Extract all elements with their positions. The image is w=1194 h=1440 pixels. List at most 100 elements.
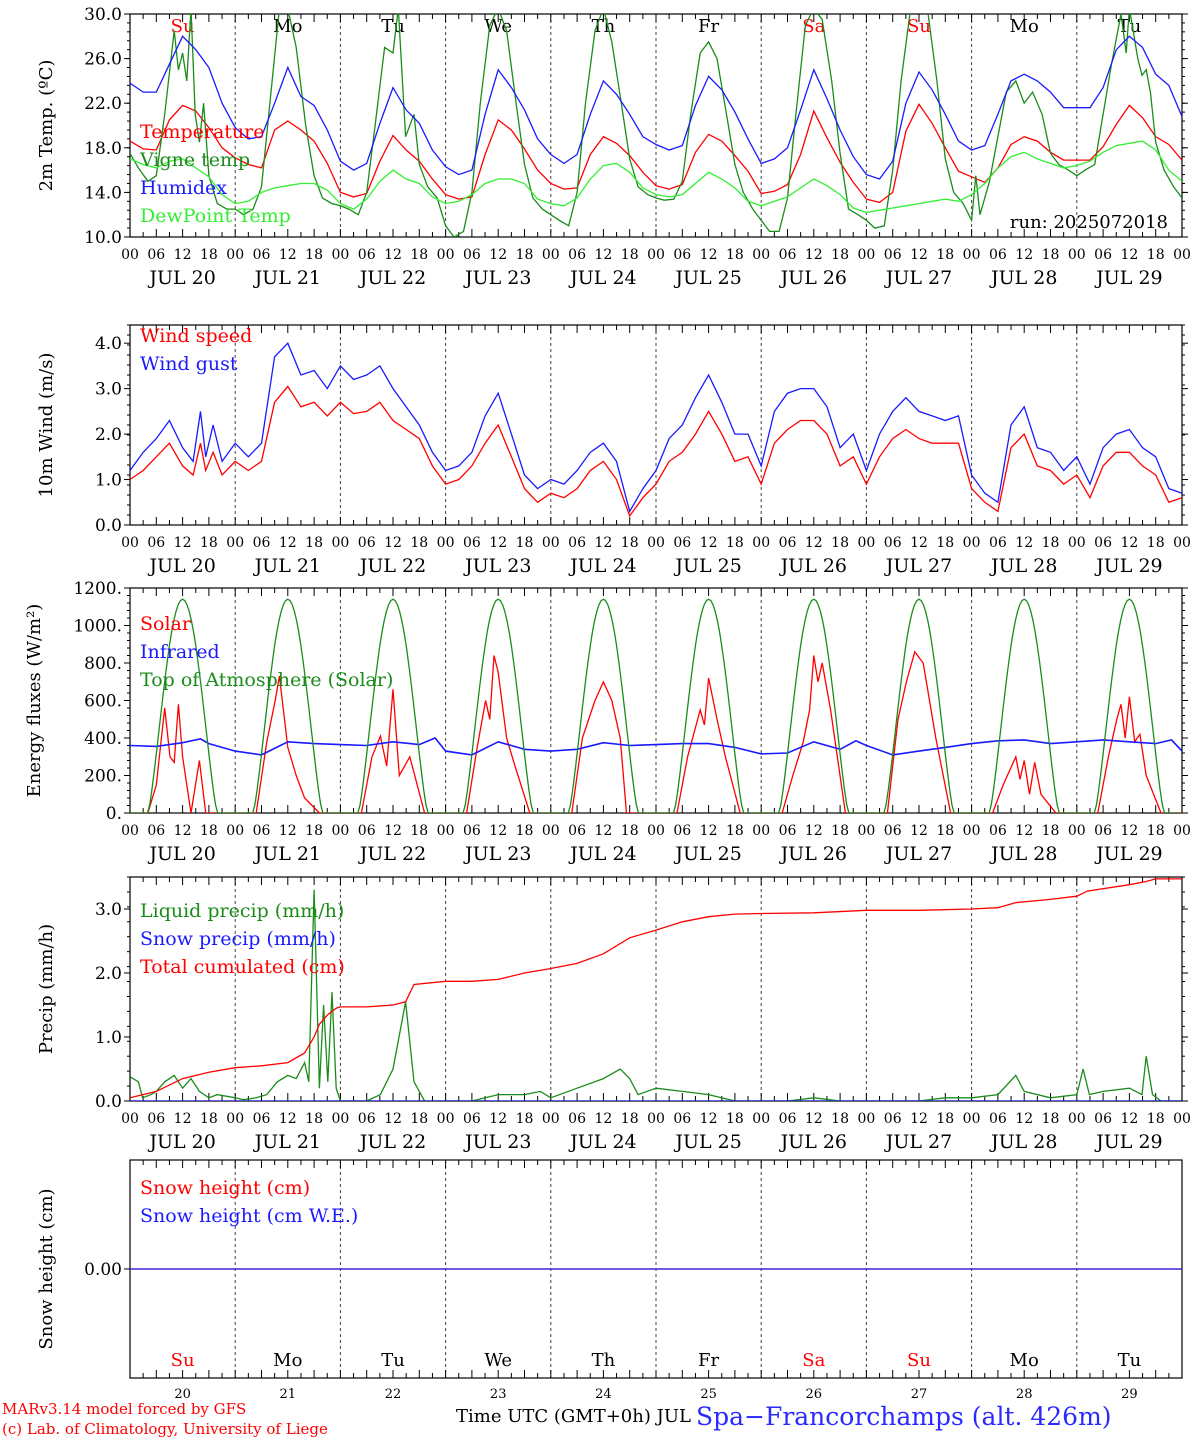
- x-hour-label: 00: [1068, 1111, 1086, 1127]
- x-hour-label: 00: [542, 247, 560, 263]
- day-number: 21: [280, 1387, 297, 1400]
- x-hour-label: 18: [1042, 247, 1060, 263]
- x-hour-label: 00: [542, 1111, 560, 1127]
- day-number: 28: [1016, 1387, 1033, 1400]
- x-date-label: JUL 24: [568, 843, 636, 865]
- x-hour-label: 00: [226, 1111, 244, 1127]
- series-line: [130, 35, 1182, 180]
- x-date-label: JUL 20: [147, 1131, 215, 1153]
- x-axis-title-text: Time UTC (GMT+0h): [456, 1406, 651, 1427]
- x-hour-label: 18: [831, 535, 849, 551]
- y-tick-label: 600.: [84, 692, 122, 712]
- y-tick-label: 1.0: [95, 471, 122, 491]
- x-hour-label: 00: [331, 1111, 349, 1127]
- x-hour-label: 18: [831, 1111, 849, 1127]
- x-hour-label: 00: [331, 247, 349, 263]
- plot-frame-1: [129, 13, 1183, 238]
- x-hour-label: 06: [884, 247, 902, 263]
- x-hour-label: 00: [857, 1111, 875, 1127]
- x-hour-label: 12: [700, 247, 718, 263]
- x-hour-label: 00: [121, 823, 139, 839]
- x-hour-label: 00: [857, 823, 875, 839]
- x-hour-label: 06: [673, 823, 691, 839]
- x-date-label: JUL 20: [147, 267, 215, 289]
- x-hour-label: 12: [700, 823, 718, 839]
- x-date-label: JUL 25: [673, 843, 741, 865]
- x-date-label: JUL 28: [989, 555, 1057, 577]
- x-hour-label: 12: [1120, 247, 1138, 263]
- x-hour-label: 12: [1015, 823, 1033, 839]
- x-hour-label: 06: [989, 247, 1007, 263]
- legend-entry: Snow height (cm W.E.): [140, 1205, 358, 1227]
- x-hour-label: 18: [936, 535, 954, 551]
- legend-entry: Humidex: [140, 177, 227, 199]
- x-hour-label: 18: [1147, 247, 1165, 263]
- y-tick-label: 2.0: [95, 964, 122, 984]
- y-tick-label: 0.: [106, 804, 122, 824]
- weekday-label: Mo: [273, 1350, 302, 1371]
- x-hour-label: 00: [647, 247, 665, 263]
- x-hour-label: 12: [1015, 1111, 1033, 1127]
- x-hour-label: 06: [779, 823, 797, 839]
- weekday-label: Mo: [1010, 16, 1039, 37]
- x-hour-label: 18: [410, 535, 428, 551]
- x-hour-label: 18: [1042, 823, 1060, 839]
- x-date-label: JUL 24: [568, 555, 636, 577]
- series-line: [130, 385, 1182, 518]
- x-hour-label: 18: [936, 823, 954, 839]
- x-hour-label: 12: [384, 535, 402, 551]
- x-hour-label: 18: [726, 823, 744, 839]
- x-hour-label: 12: [805, 247, 823, 263]
- x-hour-label: 00: [857, 247, 875, 263]
- x-hour-label: 06: [463, 535, 481, 551]
- x-hour-label: 06: [1094, 535, 1112, 551]
- y-tick-label: 10.0: [84, 228, 122, 248]
- x-hour-label: 18: [516, 535, 534, 551]
- legend-entry: Snow height (cm): [140, 1177, 310, 1199]
- x-hour-label: 12: [489, 535, 507, 551]
- x-hour-label: 12: [805, 823, 823, 839]
- x-hour-label: 18: [936, 247, 954, 263]
- x-hour-label: 18: [305, 247, 323, 263]
- series-line: [130, 103, 1182, 204]
- x-hour-label: 18: [726, 1111, 744, 1127]
- legend-entry: Vigne temp: [139, 149, 250, 171]
- y-axis-label: Precip (mm/h): [36, 924, 57, 1054]
- weekday-label: Sa: [802, 1350, 825, 1371]
- plot-frame-3: [129, 587, 1183, 814]
- x-date-label: JUL 28: [989, 843, 1057, 865]
- x-hour-label: 06: [463, 1111, 481, 1127]
- x-date-label: JUL 24: [568, 267, 636, 289]
- y-axis-label: Energy fluxes (W/m²): [24, 604, 45, 798]
- x-hour-label: 06: [673, 247, 691, 263]
- legend-entry: Snow precip (mm/h): [140, 928, 336, 950]
- x-hour-label: 18: [516, 1111, 534, 1127]
- x-hour-label: 06: [568, 247, 586, 263]
- x-hour-label: 00: [121, 247, 139, 263]
- y-tick-label: 800.: [84, 654, 122, 674]
- series-line: [130, 598, 1180, 813]
- x-hour-label: 06: [1094, 247, 1112, 263]
- x-hour-label: 06: [779, 1111, 797, 1127]
- x-hour-label: 06: [989, 823, 1007, 839]
- series-line: [130, 14, 1182, 237]
- x-hour-label: 00: [963, 535, 981, 551]
- x-date-label: JUL 20: [147, 843, 215, 865]
- x-hour-label: 18: [831, 247, 849, 263]
- y-tick-label: 0.0: [95, 1092, 122, 1112]
- weekday-label: Mo: [1010, 1350, 1039, 1371]
- x-hour-label: 18: [200, 247, 218, 263]
- x-hour-label: 06: [358, 1111, 376, 1127]
- day-number: 20: [174, 1387, 191, 1400]
- y-tick-label: 3.0: [95, 900, 122, 920]
- x-date-label: JUL 24: [568, 1131, 636, 1153]
- x-date-label: JUL 25: [673, 1131, 741, 1153]
- x-hour-label: 00: [1173, 247, 1191, 263]
- day-number: 23: [490, 1387, 507, 1400]
- x-hour-label: 06: [253, 535, 271, 551]
- run-label: run: 2025072018: [1010, 212, 1168, 233]
- x-hour-label: 00: [1173, 535, 1191, 551]
- station-title: Spa−Francorchamps (alt. 426m): [696, 1402, 1112, 1431]
- x-hour-label: 00: [331, 535, 349, 551]
- meteogram: 10.014.018.022.026.030.02m Temp. (ºC)00 0…: [24, 5, 1191, 1400]
